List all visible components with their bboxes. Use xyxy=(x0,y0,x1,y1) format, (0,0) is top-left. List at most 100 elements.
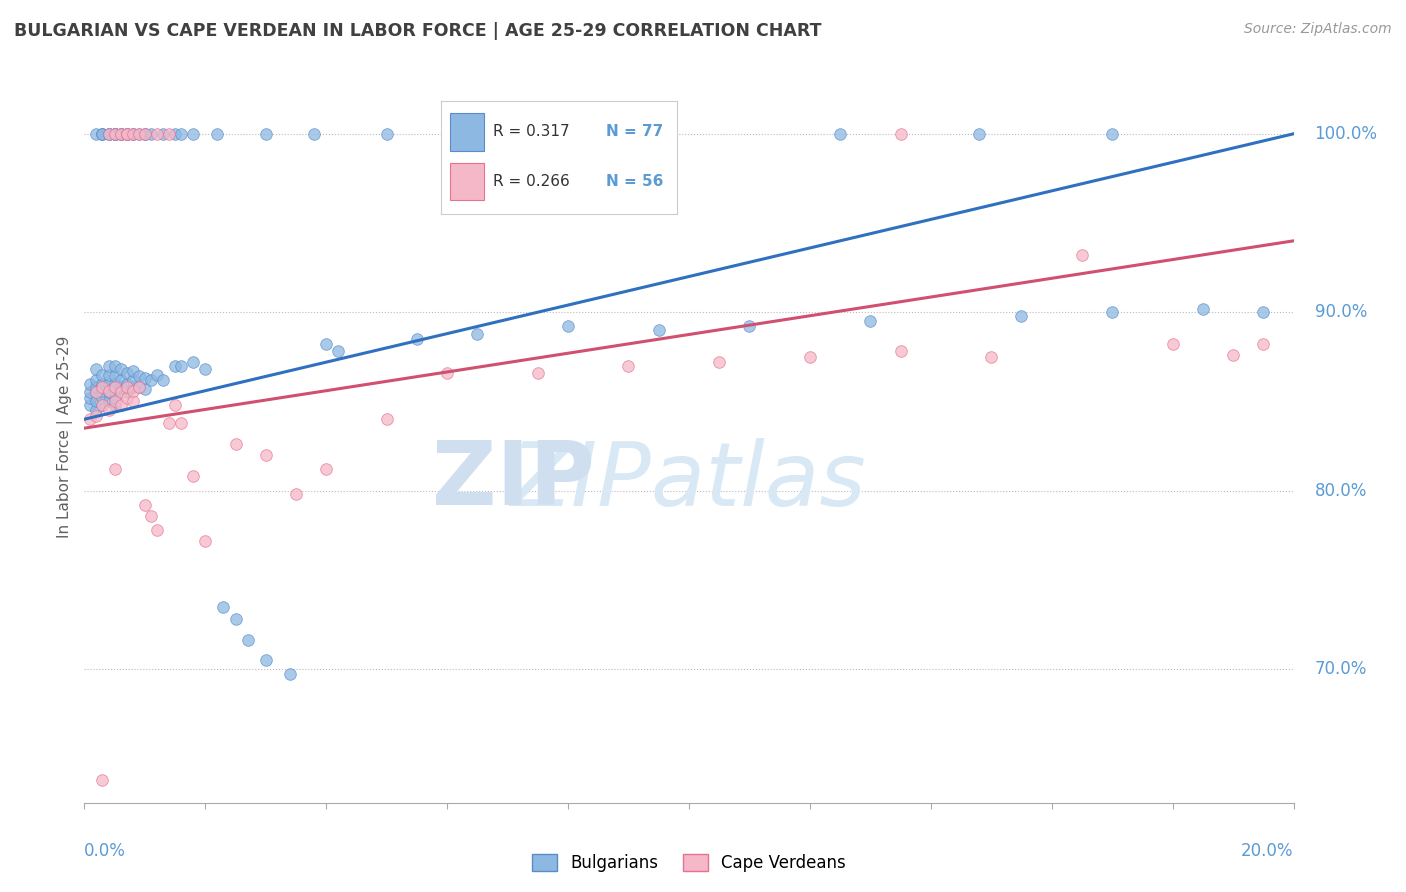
Point xyxy=(181,127,204,141)
Legend: Bulgarians, Cape Verdeans: Bulgarians, Cape Verdeans xyxy=(524,847,853,879)
Point xyxy=(86,385,108,400)
Point xyxy=(104,127,127,141)
Point xyxy=(170,416,193,430)
Point xyxy=(194,362,217,376)
Point xyxy=(128,380,150,394)
Point xyxy=(128,127,150,141)
Point xyxy=(157,416,180,430)
Point xyxy=(97,359,120,373)
Point xyxy=(97,127,120,141)
Text: ZIPatlas: ZIPatlas xyxy=(512,438,866,524)
Point xyxy=(1251,337,1274,351)
Point xyxy=(121,384,143,398)
Point xyxy=(1101,127,1123,141)
Point xyxy=(97,376,120,391)
Point xyxy=(91,380,114,394)
Point xyxy=(157,127,180,141)
Point xyxy=(115,376,138,391)
Point xyxy=(91,368,114,382)
Text: 70.0%: 70.0% xyxy=(1315,660,1367,678)
Point xyxy=(254,653,277,667)
Point xyxy=(254,448,277,462)
Point xyxy=(91,127,114,141)
Text: 0.0%: 0.0% xyxy=(84,842,127,860)
Point xyxy=(86,127,108,141)
Text: 90.0%: 90.0% xyxy=(1315,303,1367,321)
Point xyxy=(170,359,193,373)
Point xyxy=(110,127,132,141)
Point xyxy=(128,127,150,141)
Point xyxy=(86,362,108,376)
Point xyxy=(284,487,308,501)
Point xyxy=(104,369,127,384)
Y-axis label: In Labor Force | Age 25-29: In Labor Force | Age 25-29 xyxy=(58,336,73,538)
Point xyxy=(163,359,186,373)
Point xyxy=(134,382,156,396)
Point xyxy=(890,127,912,141)
Point xyxy=(110,127,132,141)
Point xyxy=(302,127,325,141)
Point xyxy=(104,398,127,412)
Point xyxy=(647,323,671,337)
Point xyxy=(121,373,143,387)
Point xyxy=(104,127,127,141)
Point xyxy=(181,355,204,369)
Point xyxy=(236,633,259,648)
Point xyxy=(91,127,114,141)
Point xyxy=(890,344,912,359)
Point xyxy=(91,398,114,412)
Point xyxy=(278,667,301,681)
Point xyxy=(97,127,120,141)
Point xyxy=(104,127,127,141)
Point xyxy=(1071,248,1094,262)
Point xyxy=(134,127,156,141)
Point xyxy=(139,508,162,523)
Point xyxy=(799,350,821,364)
Point xyxy=(121,380,143,394)
Point xyxy=(436,366,458,380)
Point xyxy=(484,127,506,141)
Point xyxy=(115,127,138,141)
Point xyxy=(738,319,761,334)
Point xyxy=(115,127,138,141)
Point xyxy=(104,384,127,398)
Point xyxy=(121,127,143,141)
Point xyxy=(115,385,138,400)
Point xyxy=(110,127,132,141)
Point xyxy=(1101,305,1123,319)
Point xyxy=(115,380,138,394)
Text: BULGARIAN VS CAPE VERDEAN IN LABOR FORCE | AGE 25-29 CORRELATION CHART: BULGARIAN VS CAPE VERDEAN IN LABOR FORCE… xyxy=(14,22,821,40)
Point xyxy=(121,394,143,409)
Text: ZIP: ZIP xyxy=(432,437,595,524)
Point xyxy=(146,368,169,382)
Point xyxy=(121,127,143,141)
Point xyxy=(115,391,138,405)
Point xyxy=(152,127,174,141)
Point xyxy=(104,127,127,141)
Point xyxy=(86,380,108,394)
Point xyxy=(254,127,277,141)
Point xyxy=(115,366,138,380)
Point xyxy=(1251,305,1274,319)
Point xyxy=(128,380,150,394)
Point xyxy=(139,127,162,141)
Point xyxy=(146,523,169,537)
Point xyxy=(110,385,132,400)
Point xyxy=(104,462,127,476)
Point xyxy=(97,368,120,382)
Point xyxy=(91,384,114,398)
Point xyxy=(110,373,132,387)
Point xyxy=(91,772,114,787)
Point xyxy=(134,498,156,512)
Point xyxy=(617,359,640,373)
Point xyxy=(79,391,101,405)
Text: 20.0%: 20.0% xyxy=(1241,842,1294,860)
Point xyxy=(225,437,247,451)
Point xyxy=(526,366,548,380)
Point xyxy=(980,350,1002,364)
Text: 100.0%: 100.0% xyxy=(1315,125,1378,143)
Point xyxy=(110,380,132,394)
Point xyxy=(1161,337,1184,351)
Point xyxy=(1010,309,1032,323)
Point xyxy=(97,403,120,417)
